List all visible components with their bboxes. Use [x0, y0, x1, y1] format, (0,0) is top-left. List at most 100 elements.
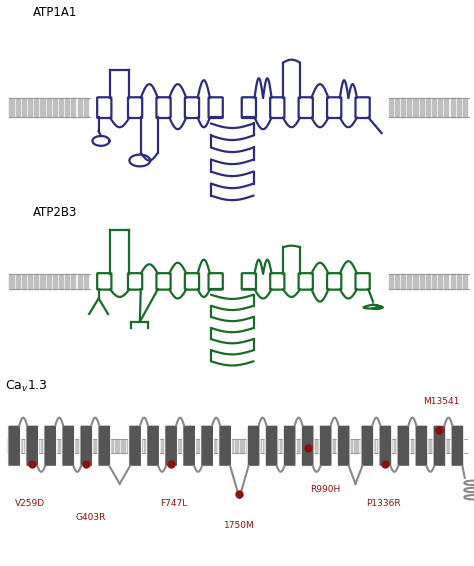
Bar: [98, 439, 102, 453]
Bar: [84, 273, 88, 289]
Bar: [343, 439, 346, 453]
FancyBboxPatch shape: [397, 425, 410, 466]
Bar: [407, 273, 411, 289]
FancyBboxPatch shape: [379, 425, 392, 466]
Bar: [13, 439, 17, 453]
FancyBboxPatch shape: [128, 97, 142, 118]
Text: R990H: R990H: [310, 485, 340, 494]
FancyBboxPatch shape: [319, 425, 332, 466]
Bar: [371, 439, 375, 453]
Bar: [463, 98, 467, 117]
Bar: [463, 273, 467, 289]
Bar: [451, 98, 455, 117]
FancyBboxPatch shape: [265, 425, 278, 466]
Bar: [257, 439, 261, 453]
Bar: [417, 439, 420, 453]
Bar: [28, 273, 32, 289]
Bar: [127, 439, 130, 453]
Bar: [413, 98, 418, 117]
Bar: [400, 439, 403, 453]
Bar: [252, 439, 255, 453]
Bar: [297, 439, 301, 453]
Bar: [46, 98, 51, 117]
Bar: [72, 273, 75, 289]
Bar: [109, 439, 113, 453]
Bar: [432, 273, 436, 289]
Bar: [183, 439, 187, 453]
FancyBboxPatch shape: [283, 425, 296, 466]
FancyBboxPatch shape: [209, 97, 223, 118]
Bar: [178, 439, 182, 453]
Bar: [383, 439, 386, 453]
Bar: [394, 439, 398, 453]
FancyBboxPatch shape: [242, 273, 256, 290]
FancyBboxPatch shape: [97, 273, 111, 290]
FancyBboxPatch shape: [415, 425, 428, 466]
Text: ATP2B3: ATP2B3: [33, 205, 78, 218]
Bar: [320, 439, 324, 453]
FancyBboxPatch shape: [128, 273, 142, 290]
Bar: [22, 98, 26, 117]
Bar: [426, 273, 430, 289]
FancyBboxPatch shape: [8, 425, 21, 466]
Bar: [401, 98, 405, 117]
Bar: [64, 439, 68, 453]
Bar: [121, 439, 125, 453]
Bar: [34, 98, 38, 117]
Bar: [401, 273, 405, 289]
FancyBboxPatch shape: [327, 273, 341, 290]
Bar: [331, 439, 335, 453]
Bar: [426, 98, 430, 117]
Bar: [46, 273, 51, 289]
FancyBboxPatch shape: [44, 425, 57, 466]
Bar: [432, 98, 436, 117]
FancyBboxPatch shape: [299, 273, 313, 290]
FancyBboxPatch shape: [433, 425, 446, 466]
Text: Ca$_v$1.3: Ca$_v$1.3: [5, 379, 48, 395]
Bar: [405, 439, 409, 453]
Bar: [280, 439, 284, 453]
Bar: [36, 439, 39, 453]
Bar: [70, 439, 73, 453]
Bar: [166, 439, 170, 453]
FancyBboxPatch shape: [156, 273, 171, 290]
Bar: [30, 439, 34, 453]
Bar: [53, 98, 57, 117]
Bar: [7, 439, 11, 453]
Bar: [212, 439, 216, 453]
FancyBboxPatch shape: [301, 425, 314, 466]
FancyBboxPatch shape: [80, 425, 92, 466]
FancyBboxPatch shape: [242, 97, 256, 118]
Bar: [388, 439, 392, 453]
Bar: [78, 98, 82, 117]
FancyBboxPatch shape: [451, 425, 464, 466]
FancyBboxPatch shape: [219, 425, 231, 466]
FancyBboxPatch shape: [62, 425, 74, 466]
Bar: [115, 439, 119, 453]
FancyBboxPatch shape: [361, 425, 374, 466]
FancyBboxPatch shape: [270, 273, 284, 290]
FancyBboxPatch shape: [356, 273, 370, 290]
Bar: [155, 439, 159, 453]
Bar: [235, 439, 238, 453]
Bar: [9, 273, 13, 289]
Bar: [18, 439, 22, 453]
Bar: [411, 439, 415, 453]
Bar: [47, 439, 51, 453]
Bar: [144, 439, 147, 453]
Bar: [413, 273, 418, 289]
Bar: [28, 98, 32, 117]
Bar: [419, 273, 424, 289]
FancyBboxPatch shape: [98, 425, 110, 466]
FancyBboxPatch shape: [327, 97, 341, 118]
Bar: [206, 439, 210, 453]
Bar: [422, 439, 426, 453]
Text: F747L: F747L: [160, 499, 187, 508]
Bar: [354, 439, 358, 453]
FancyBboxPatch shape: [247, 425, 260, 466]
Bar: [274, 439, 278, 453]
Bar: [81, 439, 85, 453]
FancyBboxPatch shape: [185, 273, 199, 290]
Bar: [395, 273, 399, 289]
Bar: [337, 439, 341, 453]
